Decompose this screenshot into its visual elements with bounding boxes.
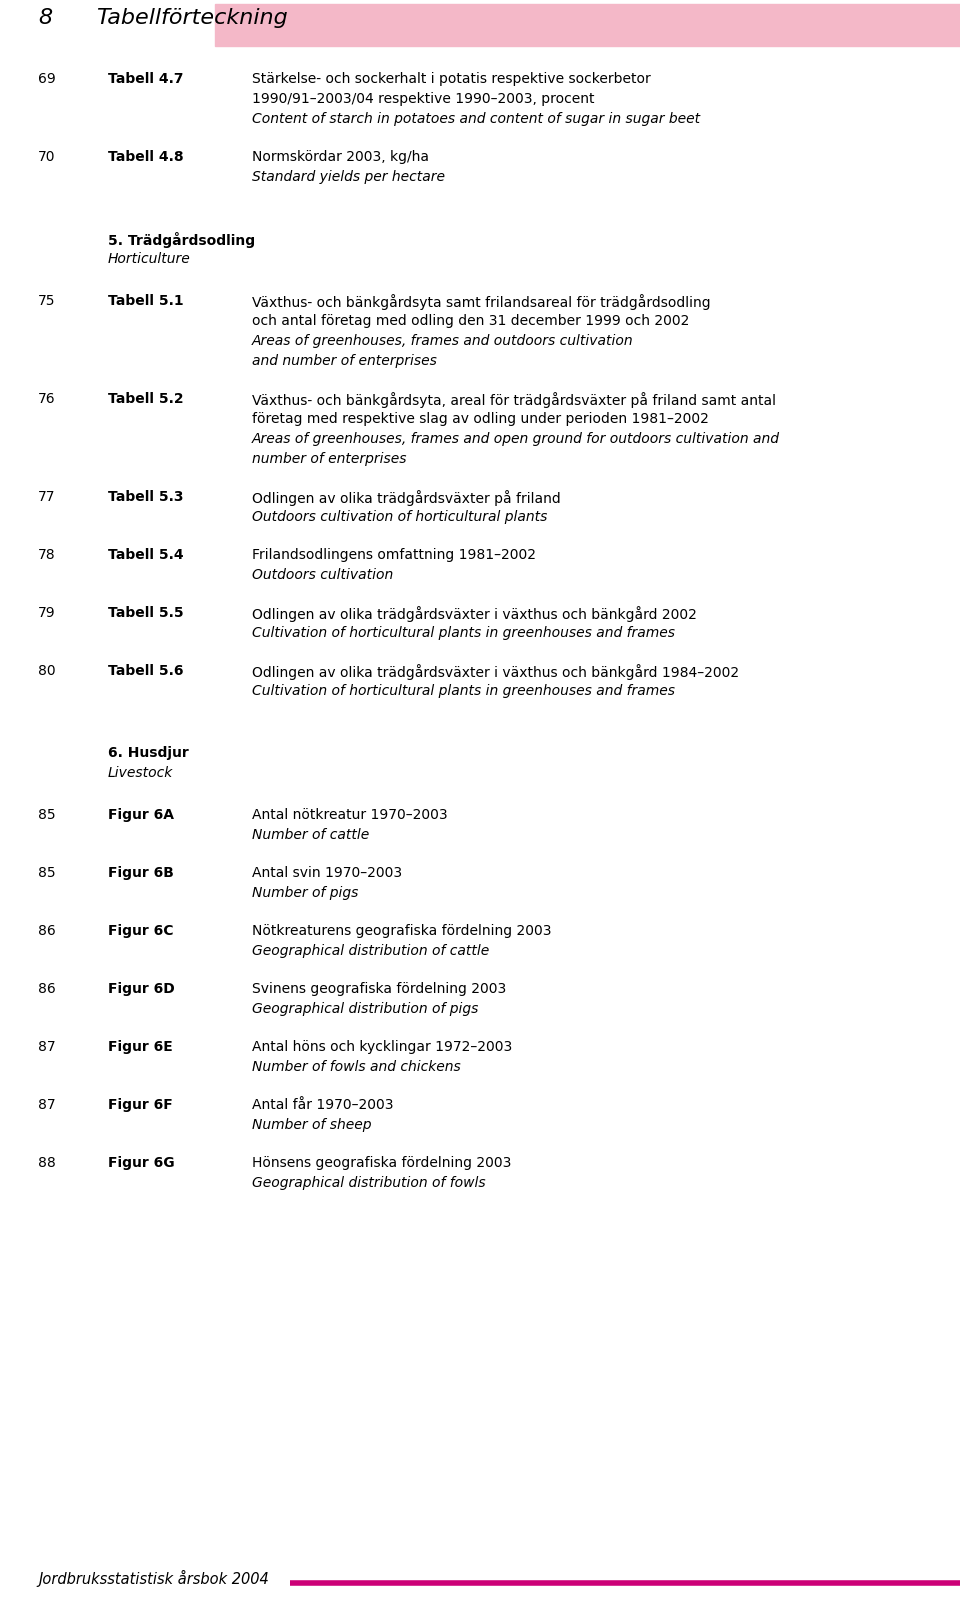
Text: Antal nötkreatur 1970–2003: Antal nötkreatur 1970–2003 — [252, 808, 447, 822]
Text: 1990/91–2003/04 respektive 1990–2003, procent: 1990/91–2003/04 respektive 1990–2003, pr… — [252, 91, 594, 106]
Text: Antal höns och kycklingar 1972–2003: Antal höns och kycklingar 1972–2003 — [252, 1040, 513, 1055]
Text: Content of starch in potatoes and content of sugar in sugar beet: Content of starch in potatoes and conten… — [252, 112, 700, 127]
Text: Cultivation of horticultural plants in greenhouses and frames: Cultivation of horticultural plants in g… — [252, 684, 675, 697]
Text: Livestock: Livestock — [108, 766, 173, 781]
Text: Tabell 5.3: Tabell 5.3 — [108, 491, 183, 503]
Text: Figur 6G: Figur 6G — [108, 1156, 175, 1170]
Text: 70: 70 — [38, 151, 56, 164]
Text: 87: 87 — [38, 1098, 56, 1112]
Text: number of enterprises: number of enterprises — [252, 452, 406, 466]
Text: Antal svin 1970–2003: Antal svin 1970–2003 — [252, 866, 402, 880]
Text: Areas of greenhouses, frames and open ground for outdoors cultivation and: Areas of greenhouses, frames and open gr… — [252, 431, 780, 446]
Text: 5. Trädgårdsodling: 5. Trädgårdsodling — [108, 232, 255, 248]
Text: Number of pigs: Number of pigs — [252, 886, 358, 899]
Text: Outdoors cultivation: Outdoors cultivation — [252, 567, 394, 582]
Text: Geographical distribution of cattle: Geographical distribution of cattle — [252, 944, 490, 959]
Text: Normskördar 2003, kg/ha: Normskördar 2003, kg/ha — [252, 151, 429, 164]
Text: 87: 87 — [38, 1040, 56, 1055]
Text: Tabell 5.5: Tabell 5.5 — [108, 606, 183, 620]
Text: 78: 78 — [38, 548, 56, 563]
Text: Outdoors cultivation of horticultural plants: Outdoors cultivation of horticultural pl… — [252, 510, 547, 524]
Text: Tabell 5.4: Tabell 5.4 — [108, 548, 183, 563]
Text: 86: 86 — [38, 923, 56, 938]
Text: 88: 88 — [38, 1156, 56, 1170]
Text: och antal företag med odling den 31 december 1999 och 2002: och antal företag med odling den 31 dece… — [252, 314, 689, 329]
Text: 86: 86 — [38, 983, 56, 995]
Text: Tabell 5.2: Tabell 5.2 — [108, 393, 183, 406]
Text: Växthus- och bänkgårdsyta samt frilandsareal för trädgårdsodling: Växthus- och bänkgårdsyta samt frilandsa… — [252, 293, 710, 309]
Text: Figur 6E: Figur 6E — [108, 1040, 173, 1055]
Text: 79: 79 — [38, 606, 56, 620]
Text: 8: 8 — [38, 8, 52, 27]
Text: Number of sheep: Number of sheep — [252, 1117, 372, 1132]
Text: Number of cattle: Number of cattle — [252, 829, 370, 842]
Bar — [215, 3, 960, 46]
Text: 69: 69 — [38, 72, 56, 87]
Text: Nötkreaturens geografiska fördelning 2003: Nötkreaturens geografiska fördelning 200… — [252, 923, 551, 938]
Text: Geographical distribution of fowls: Geographical distribution of fowls — [252, 1177, 486, 1189]
Text: 75: 75 — [38, 293, 56, 308]
Text: Stärkelse- och sockerhalt i potatis respektive sockerbetor: Stärkelse- och sockerhalt i potatis resp… — [252, 72, 651, 87]
Text: Areas of greenhouses, frames and outdoors cultivation: Areas of greenhouses, frames and outdoor… — [252, 333, 634, 348]
Text: 6. Husdjur: 6. Husdjur — [108, 745, 189, 760]
Text: Figur 6C: Figur 6C — [108, 923, 174, 938]
Text: Odlingen av olika trädgårdsväxter i växthus och bänkgård 2002: Odlingen av olika trädgårdsväxter i växt… — [252, 606, 697, 622]
Text: 85: 85 — [38, 808, 56, 822]
Text: Antal får 1970–2003: Antal får 1970–2003 — [252, 1098, 394, 1112]
Text: Odlingen av olika trädgårdsväxter på friland: Odlingen av olika trädgårdsväxter på fri… — [252, 491, 561, 507]
Text: and number of enterprises: and number of enterprises — [252, 354, 437, 369]
Text: Frilandsodlingens omfattning 1981–2002: Frilandsodlingens omfattning 1981–2002 — [252, 548, 536, 563]
Text: Number of fowls and chickens: Number of fowls and chickens — [252, 1060, 461, 1074]
Text: Figur 6B: Figur 6B — [108, 866, 174, 880]
Text: 85: 85 — [38, 866, 56, 880]
Text: Figur 6A: Figur 6A — [108, 808, 174, 822]
Text: Jordbruksstatistisk årsbok 2004: Jordbruksstatistisk årsbok 2004 — [38, 1569, 269, 1587]
Text: Standard yields per hectare: Standard yields per hectare — [252, 170, 445, 184]
Text: Tabell 5.6: Tabell 5.6 — [108, 664, 183, 678]
Text: Geographical distribution of pigs: Geographical distribution of pigs — [252, 1002, 478, 1016]
Text: Tabell 4.7: Tabell 4.7 — [108, 72, 183, 87]
Text: Horticulture: Horticulture — [108, 252, 191, 266]
Text: Växthus- och bänkgårdsyta, areal för trädgårdsväxter på friland samt antal: Växthus- och bänkgårdsyta, areal för trä… — [252, 393, 776, 407]
Text: Odlingen av olika trädgårdsväxter i växthus och bänkgård 1984–2002: Odlingen av olika trädgårdsväxter i växt… — [252, 664, 739, 680]
Text: Svinens geografiska fördelning 2003: Svinens geografiska fördelning 2003 — [252, 983, 506, 995]
Text: 80: 80 — [38, 664, 56, 678]
Text: 76: 76 — [38, 393, 56, 406]
Text: Hönsens geografiska fördelning 2003: Hönsens geografiska fördelning 2003 — [252, 1156, 512, 1170]
Text: Tabell 5.1: Tabell 5.1 — [108, 293, 183, 308]
Text: företag med respektive slag av odling under perioden 1981–2002: företag med respektive slag av odling un… — [252, 412, 708, 426]
Text: 77: 77 — [38, 491, 56, 503]
Text: Figur 6D: Figur 6D — [108, 983, 175, 995]
Text: Cultivation of horticultural plants in greenhouses and frames: Cultivation of horticultural plants in g… — [252, 627, 675, 640]
Text: Tabell 4.8: Tabell 4.8 — [108, 151, 183, 164]
Text: Tabellförteckning: Tabellförteckning — [96, 8, 288, 27]
Text: Figur 6F: Figur 6F — [108, 1098, 173, 1112]
